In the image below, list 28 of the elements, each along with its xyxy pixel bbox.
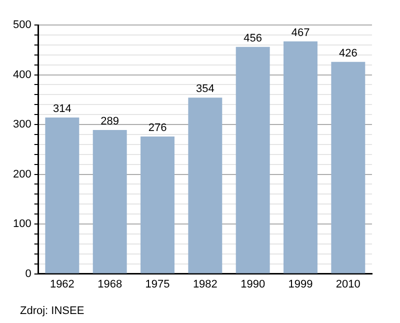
data-label: 467 [291, 26, 310, 39]
x-tick-label: 1999 [288, 278, 313, 290]
x-tick-label: 1982 [192, 278, 218, 290]
x-tick-label: 1962 [50, 278, 74, 290]
bar [331, 62, 366, 274]
bar [284, 41, 318, 274]
y-tick-label: 300 [12, 118, 32, 131]
text: Zdroj: INSEE [20, 305, 84, 317]
data-label: 426 [338, 47, 358, 60]
data-label: 456 [244, 32, 262, 44]
bar [92, 130, 127, 274]
x-tick-label: 2010 [336, 278, 360, 290]
y-tick-label: 0 [25, 268, 32, 280]
bar [236, 46, 270, 274]
y-tick-label: 500 [12, 19, 32, 32]
y-tick-label: 400 [12, 68, 32, 81]
data-label: 276 [148, 122, 167, 134]
y-tick-label: 100 [12, 218, 32, 230]
x-tick-label: 1968 [98, 278, 122, 290]
x-tick-label: 1990 [240, 278, 266, 290]
bar [45, 118, 80, 274]
y-tick-label: 200 [12, 168, 32, 180]
data-label: 314 [53, 103, 72, 116]
data-label: 354 [196, 83, 214, 96]
bar [140, 136, 174, 274]
x-tick-label: 1975 [145, 278, 170, 290]
data-label: 289 [100, 116, 120, 128]
bar [188, 98, 222, 274]
